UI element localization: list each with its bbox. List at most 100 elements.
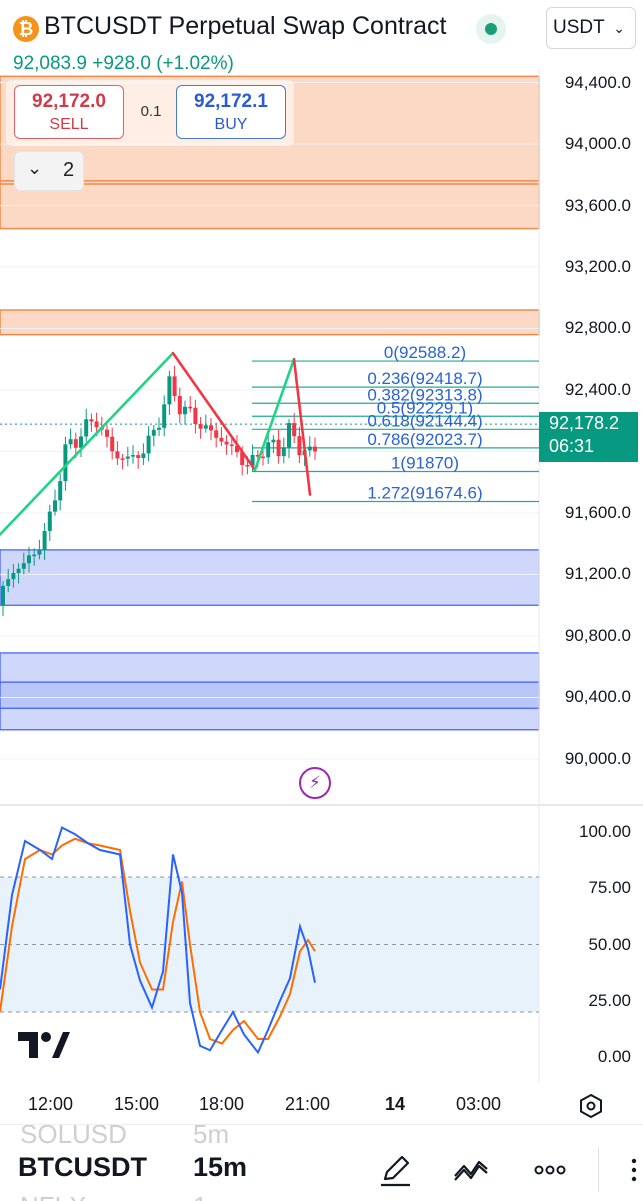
candle	[297, 426, 302, 464]
candle	[307, 436, 312, 457]
candle-body	[240, 452, 245, 465]
candle	[281, 437, 286, 464]
candle-body	[198, 423, 203, 429]
candle	[151, 424, 156, 447]
oscillator-axis-label: 50.00	[588, 935, 631, 954]
supply-zone	[0, 309, 540, 336]
candle	[1, 581, 5, 616]
candle-body	[224, 441, 229, 445]
candle	[6, 568, 11, 593]
demand-zone	[0, 549, 540, 606]
price-change: +928.0	[92, 53, 151, 74]
price-axis-label: 93,200.0	[564, 257, 631, 276]
price-summary: 92,083.9 +928.0 (+1.02%)	[13, 53, 234, 75]
settings-icon[interactable]	[578, 1093, 604, 1119]
candle	[198, 417, 203, 439]
candle	[203, 414, 208, 433]
pattern-leg	[292, 357, 312, 496]
candle	[183, 400, 187, 425]
candle	[141, 443, 146, 465]
fib-level-label: 0.236(92418.7)	[367, 369, 482, 388]
interval-picker[interactable]: 15m	[193, 1152, 248, 1182]
candle	[16, 563, 21, 584]
stochastic-oscillator	[0, 826, 539, 1055]
candle-body	[188, 406, 193, 409]
price-axis-label: 93,600.0	[564, 196, 631, 215]
currency-select[interactable]: USDT ⌄	[546, 7, 636, 49]
candle	[89, 413, 94, 432]
candle	[47, 504, 52, 541]
fib-level-label: 0.5(92229.1)	[377, 398, 473, 417]
candle-body	[11, 572, 16, 580]
fib-level-label: 0.382(92313.8)	[367, 385, 482, 404]
interval-picker-next[interactable]: 1	[193, 1191, 207, 1201]
market-status-icon[interactable]	[476, 14, 506, 44]
more-icon[interactable]	[530, 1150, 570, 1190]
candle	[136, 451, 141, 469]
ellipsis-icon[interactable]	[606, 1150, 642, 1190]
symbol-picker-prev[interactable]: SOLUSD	[20, 1124, 127, 1149]
buy-label: BUY	[214, 116, 248, 133]
price-axis-label: 91,200.0	[564, 564, 631, 583]
sell-button[interactable]: 92,172.0 SELL	[14, 85, 124, 139]
candle	[177, 387, 182, 424]
chevron-down-icon: ⌄	[613, 20, 625, 36]
interval-picker-prev[interactable]: 5m	[193, 1124, 230, 1149]
candle-body	[79, 436, 83, 448]
time-axis-label: 21:00	[285, 1094, 331, 1114]
candle-body	[151, 429, 156, 436]
candle-body	[68, 439, 73, 445]
price-axis-label: 92,400.0	[564, 380, 631, 399]
candle-body	[58, 481, 63, 501]
candle	[11, 564, 16, 588]
candle-body	[63, 444, 68, 482]
time-axis-label: 12:00	[28, 1094, 74, 1114]
buy-button[interactable]: 92,172.1 BUY	[176, 85, 286, 139]
candle-body	[281, 447, 286, 457]
candle-body	[266, 442, 271, 458]
candle-body	[73, 439, 78, 448]
candle	[42, 523, 47, 560]
candle-body	[42, 530, 47, 551]
candle-body	[131, 455, 135, 457]
sell-price: 92,172.0	[32, 91, 106, 112]
candle	[110, 427, 115, 460]
symbol-picker[interactable]: BTCUSDT	[18, 1152, 147, 1182]
candle	[209, 418, 213, 441]
candle	[79, 428, 83, 457]
chevron-down-icon: ⌄	[27, 158, 43, 178]
fib-level-label: 0.618(92144.4)	[367, 411, 482, 430]
bar-countdown: 06:31	[549, 436, 595, 456]
symbol-picker-next[interactable]: NFLX	[20, 1191, 86, 1201]
candle-body	[297, 436, 302, 456]
candle-body	[84, 419, 89, 437]
oscillator-axis-label: 75.00	[588, 878, 631, 897]
candle-body	[287, 423, 291, 448]
pattern-leg	[0, 351, 175, 536]
candle	[68, 428, 73, 449]
candle	[63, 436, 68, 491]
candle-body	[125, 456, 130, 459]
chart-pattern-icon[interactable]	[451, 1150, 491, 1190]
candle-body	[16, 568, 21, 573]
candle-body	[89, 419, 94, 422]
stoch-k-line	[0, 826, 316, 1055]
lightning-icon[interactable]: ⚡︎	[299, 767, 331, 799]
collapse-indicators-button[interactable]: ⌄ 2	[14, 151, 84, 191]
candle	[53, 489, 57, 516]
candle-body	[183, 406, 187, 415]
time-axis-label: 14	[385, 1094, 406, 1114]
pencil-icon[interactable]	[376, 1150, 416, 1190]
symbol-title[interactable]: BTCUSDT Perpetual Swap Contract	[44, 12, 447, 40]
candle-body	[261, 456, 265, 459]
candle	[84, 408, 89, 442]
candle	[157, 417, 161, 436]
candle	[167, 370, 172, 415]
last-price: 92,083.9	[13, 53, 87, 74]
demand-zone	[0, 681, 540, 709]
candle-body	[110, 436, 115, 452]
tradingview-logo[interactable]	[18, 1032, 70, 1060]
candle-body	[307, 446, 312, 451]
candle-body	[193, 407, 198, 424]
